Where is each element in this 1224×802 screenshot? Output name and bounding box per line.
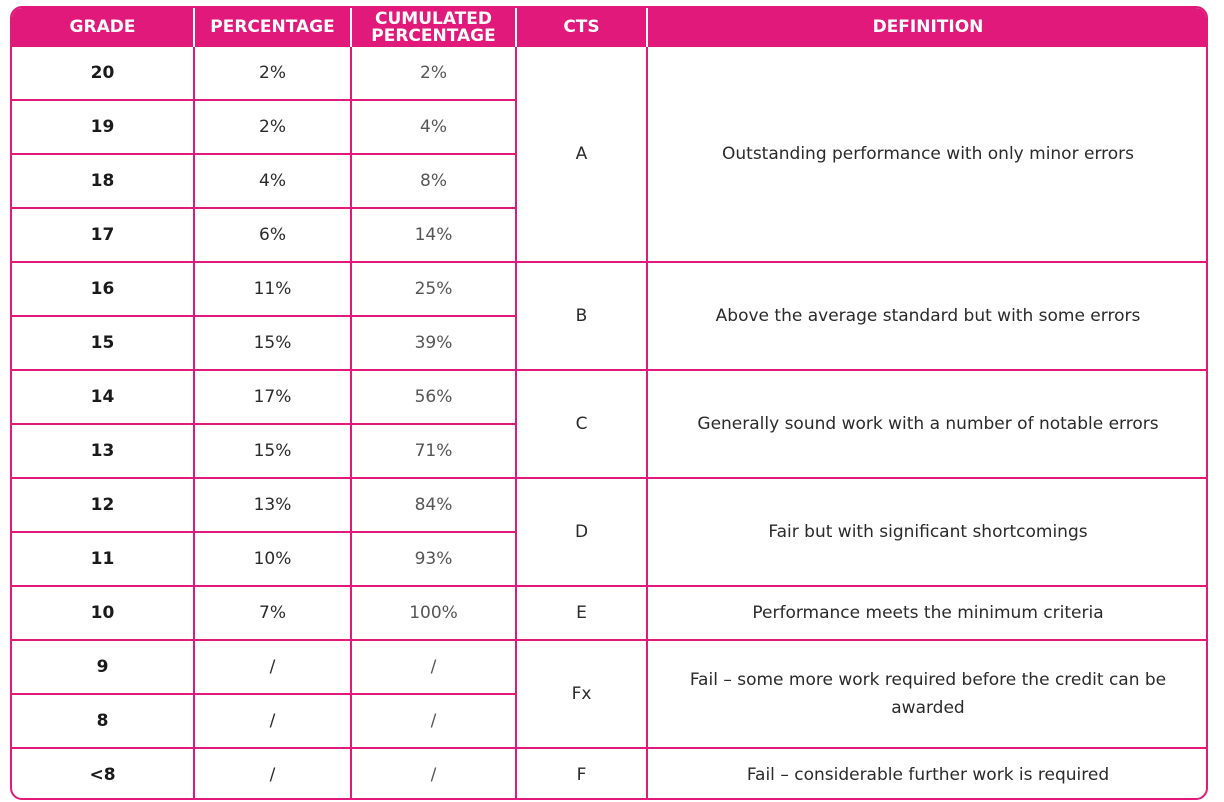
definition-cell: Performance meets the minimum criteria bbox=[646, 585, 1206, 641]
table-row: <8 / / F Fail – considerable further wor… bbox=[12, 747, 1206, 798]
grading-table-frame: GRADE PERCENTAGE CUMULATED PERCENTAGE CTS… bbox=[10, 6, 1208, 800]
cumulated-cell: / bbox=[350, 639, 517, 695]
table-row: 8 / / bbox=[12, 693, 1206, 749]
table-row: 20 2% 2% A Outstanding performance with … bbox=[12, 47, 1206, 263]
cumulated-cell: 84% bbox=[350, 477, 517, 533]
cumulated-cell: 100% bbox=[350, 585, 517, 641]
percentage-cell: 15% bbox=[193, 423, 352, 479]
table-row: 11 10% 93% bbox=[12, 531, 1206, 587]
definition-cell: Fail – some more work required before th… bbox=[646, 639, 1206, 749]
cumulated-cell: 14% bbox=[350, 207, 516, 263]
table-row: 10 7% 100% E Performance meets the minim… bbox=[12, 585, 1206, 641]
percentage-cell: 2% bbox=[193, 47, 352, 101]
cumulated-cell: 4% bbox=[350, 99, 516, 155]
grade-cell: 17 bbox=[12, 207, 195, 263]
cts-cell: Fx bbox=[515, 639, 648, 749]
definition-cell: Outstanding performance with only minor … bbox=[646, 47, 1206, 263]
table-row: 12 13% 84% D Fair but with significant s… bbox=[12, 477, 1206, 587]
grade-cell: 11 bbox=[12, 531, 195, 587]
percentage-cell: 15% bbox=[193, 315, 352, 371]
percentage-cell: / bbox=[193, 693, 352, 749]
grading-table: GRADE PERCENTAGE CUMULATED PERCENTAGE CTS… bbox=[12, 8, 1206, 798]
grade-cell: 16 bbox=[12, 261, 195, 317]
header-cumulated-percentage: CUMULATED PERCENTAGE bbox=[351, 8, 517, 47]
percentage-cell: 13% bbox=[193, 477, 352, 533]
grade-cell: 14 bbox=[12, 369, 195, 425]
cumulated-cell: 56% bbox=[350, 369, 517, 425]
cts-cell: E bbox=[515, 585, 648, 641]
grade-cell: 20 bbox=[12, 47, 195, 101]
table-row: 14 17% 56% C Generally sound work with a… bbox=[12, 369, 1206, 479]
definition-cell: Above the average standard but with some… bbox=[646, 261, 1206, 371]
cts-cell: B bbox=[515, 261, 648, 371]
definition-cell: Fail – considerable further work is requ… bbox=[646, 747, 1206, 798]
grade-cell: 10 bbox=[12, 585, 195, 641]
table-row: 18 4% 8% bbox=[12, 153, 1206, 209]
table-header: GRADE PERCENTAGE CUMULATED PERCENTAGE CTS… bbox=[12, 8, 1206, 47]
percentage-cell: 2% bbox=[193, 99, 352, 155]
cumulated-cell: 25% bbox=[350, 261, 517, 317]
percentage-cell: 4% bbox=[193, 153, 352, 209]
table-row: 19 2% 4% bbox=[12, 99, 1206, 155]
cumulated-cell: 93% bbox=[350, 531, 516, 587]
cumulated-cell: / bbox=[350, 693, 516, 749]
cts-cell: D bbox=[515, 477, 648, 587]
table-body: 20 2% 2% A Outstanding performance with … bbox=[12, 47, 1206, 798]
header-percentage: PERCENTAGE bbox=[194, 8, 352, 47]
cumulated-cell: 8% bbox=[350, 153, 516, 209]
grade-cell: 9 bbox=[12, 639, 195, 695]
cumulated-cell: 2% bbox=[350, 47, 517, 101]
table-row: 16 11% 25% B Above the average standard … bbox=[12, 261, 1206, 371]
grade-cell: 8 bbox=[12, 693, 195, 749]
table-row: 13 15% 71% bbox=[12, 423, 1206, 479]
cts-cell: C bbox=[515, 369, 648, 479]
header-cumulated-line2: PERCENTAGE bbox=[371, 25, 496, 46]
header-cumulated-line1: CUMULATED bbox=[375, 8, 492, 29]
cumulated-cell: / bbox=[350, 747, 517, 798]
grade-cell: 12 bbox=[12, 477, 195, 533]
percentage-cell: 11% bbox=[193, 261, 352, 317]
percentage-cell: / bbox=[193, 747, 352, 798]
table-row: 15 15% 39% bbox=[12, 315, 1206, 371]
percentage-cell: / bbox=[193, 639, 352, 695]
table-row: 9 / / Fx Fail – some more work required … bbox=[12, 639, 1206, 749]
percentage-cell: 6% bbox=[193, 207, 352, 263]
definition-cell: Generally sound work with a number of no… bbox=[646, 369, 1206, 479]
header-cts: CTS bbox=[516, 8, 648, 47]
header-grade: GRADE bbox=[12, 8, 195, 47]
cts-cell: A bbox=[515, 47, 648, 263]
header-definition: DEFINITION bbox=[647, 8, 1206, 47]
cumulated-cell: 71% bbox=[350, 423, 516, 479]
percentage-cell: 10% bbox=[193, 531, 352, 587]
percentage-cell: 7% bbox=[193, 585, 352, 641]
grade-cell: 19 bbox=[12, 99, 195, 155]
definition-cell: Fair but with significant shortcomings bbox=[646, 477, 1206, 587]
cumulated-cell: 39% bbox=[350, 315, 516, 371]
cts-cell: F bbox=[515, 747, 648, 798]
grade-cell: 13 bbox=[12, 423, 195, 479]
percentage-cell: 17% bbox=[193, 369, 352, 425]
grade-cell: 18 bbox=[12, 153, 195, 209]
grade-cell: 15 bbox=[12, 315, 195, 371]
table-row: 17 6% 14% bbox=[12, 207, 1206, 263]
grade-cell: <8 bbox=[12, 747, 195, 798]
